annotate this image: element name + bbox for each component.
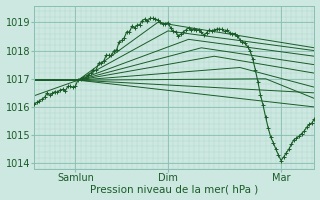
- X-axis label: Pression niveau de la mer( hPa ): Pression niveau de la mer( hPa ): [90, 184, 259, 194]
